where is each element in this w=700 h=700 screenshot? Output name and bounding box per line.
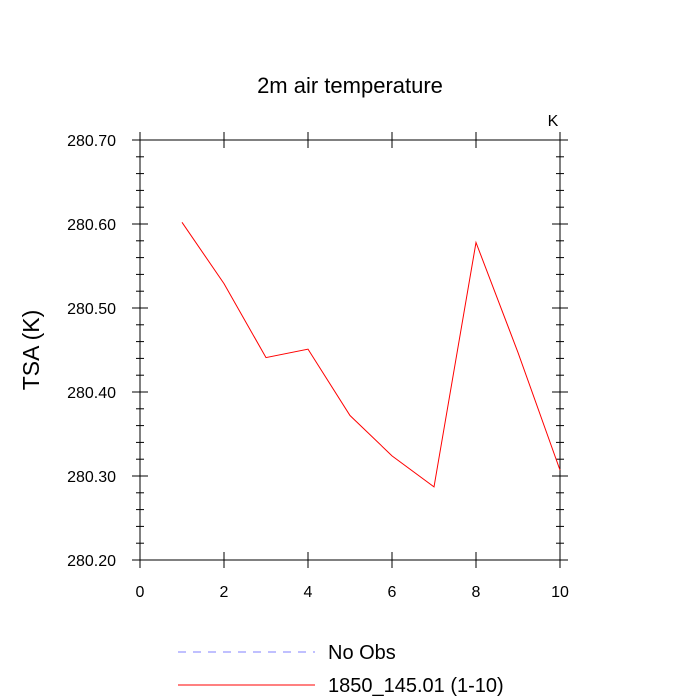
legend-label-1850-145: 1850_145.01 (1-10) (328, 675, 504, 697)
y-tick-label: 280.50 (67, 301, 116, 318)
y-tick-label: 280.30 (67, 469, 116, 486)
series-line-1 (181, 222, 561, 488)
legend: No Obs 1850_145.01 (1-10) (178, 642, 504, 697)
chart-title: 2m air temperature (257, 73, 443, 98)
x-tick-labels: 0 2 4 6 8 10 (136, 584, 569, 601)
y-tick-label: 280.60 (67, 217, 116, 234)
x-tick-label: 0 (136, 584, 145, 601)
x-tick-label: 2 (220, 584, 229, 601)
series-lines (181, 222, 561, 488)
units-label: K (548, 113, 559, 130)
y-tick-label: 280.20 (67, 553, 116, 570)
y-tick-labels: 280.20 280.30 280.40 280.50 280.60 280.70 (67, 133, 116, 570)
y-axis-label: TSA (K) (18, 310, 44, 391)
x-tick-label: 10 (551, 584, 569, 601)
x-tick-label: 8 (472, 584, 481, 601)
y-tick-label: 280.70 (67, 133, 116, 150)
legend-label-no-obs: No Obs (328, 642, 396, 664)
x-tick-label: 4 (304, 584, 313, 601)
minor-ticks (136, 156, 564, 544)
x-tick-label: 6 (388, 584, 397, 601)
y-tick-label: 280.40 (67, 385, 116, 402)
major-ticks (132, 132, 568, 568)
plot-frame (139, 139, 561, 561)
